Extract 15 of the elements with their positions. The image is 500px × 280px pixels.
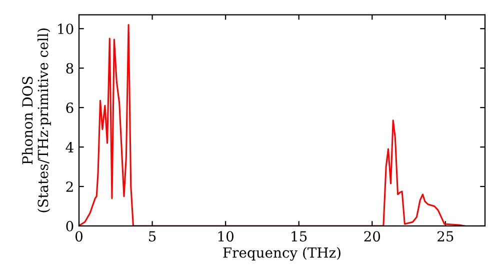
y-tick-label: 2 [66, 181, 73, 192]
y-tick-label: 0 [66, 220, 74, 232]
line-series [79, 24, 466, 226]
x-tick-label: 20 [364, 231, 380, 242]
y-tick-label: 4 [66, 142, 74, 152]
x-tick-label: 15 [292, 231, 307, 242]
y-tick-label: 6 [66, 102, 74, 114]
y-tick-label: 10 [58, 24, 74, 34]
x-tick-label: 10 [218, 231, 234, 242]
x-tick-label: 0 [75, 231, 82, 242]
y-axis-title: Phonon DOS (States/THz·primitive cell) [22, 28, 51, 212]
y-tick-label: 8 [66, 63, 74, 74]
x-tick-label: 5 [149, 231, 156, 242]
x-axis-title: Frequency (THz) [223, 247, 340, 261]
x-tick-label: 25 [438, 231, 454, 242]
